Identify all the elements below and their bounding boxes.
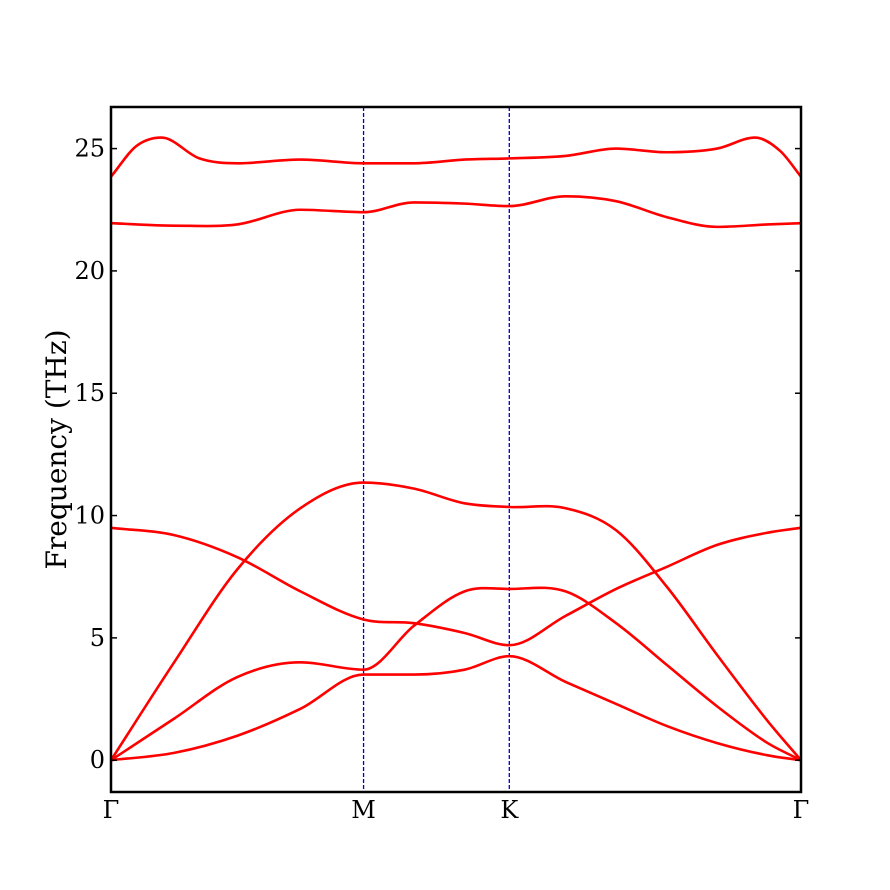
y-tick-label: 25	[74, 135, 105, 163]
y-tick-label: 0	[90, 746, 105, 774]
y-axis-ticks: 0 5 10 15 20 25	[74, 135, 801, 774]
y-axis-label: Frequency (THz)	[40, 329, 73, 569]
phonon-bands	[109, 136, 803, 762]
plot-frame	[109, 105, 803, 794]
x-tick-label: M	[351, 796, 376, 824]
band-6	[109, 136, 803, 178]
x-tick-label: Γ	[103, 796, 120, 824]
x-tick-label: Γ	[793, 796, 810, 824]
y-tick-label: 10	[74, 502, 105, 530]
band-4	[109, 481, 802, 762]
y-tick-label: 20	[74, 257, 105, 285]
high-symmetry-lines	[362, 107, 510, 792]
band-5	[110, 194, 802, 229]
band-2	[110, 586, 802, 762]
band-3	[110, 526, 802, 647]
y-tick-label: 15	[74, 379, 105, 407]
band-1	[110, 654, 802, 762]
y-tick-label: 5	[90, 624, 105, 652]
x-tick-label: K	[500, 796, 519, 824]
